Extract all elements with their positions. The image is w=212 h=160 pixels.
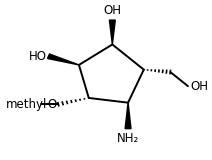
Text: OH: OH xyxy=(103,4,121,17)
Text: OH: OH xyxy=(190,80,208,93)
Polygon shape xyxy=(109,20,115,44)
Text: HO: HO xyxy=(29,50,47,63)
Polygon shape xyxy=(47,54,79,65)
Polygon shape xyxy=(125,103,131,129)
Text: NH₂: NH₂ xyxy=(117,132,139,145)
Text: O: O xyxy=(47,98,56,111)
Text: methyl: methyl xyxy=(6,98,47,111)
